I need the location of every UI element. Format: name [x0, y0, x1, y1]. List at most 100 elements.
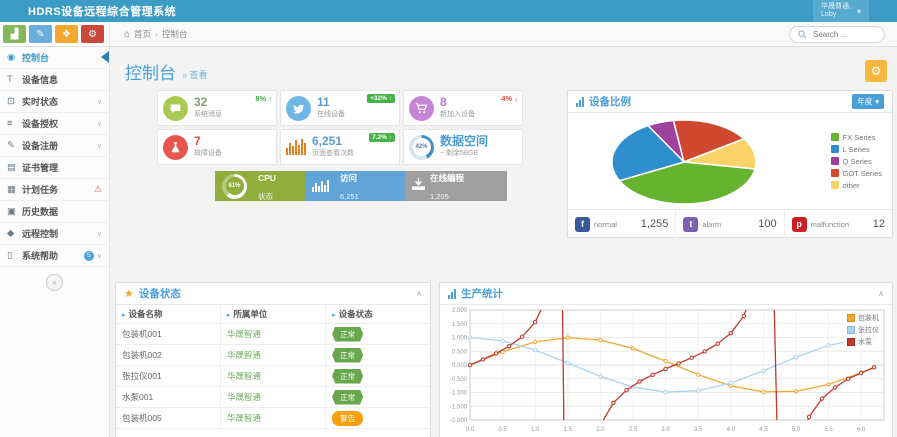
svg-text:0.5: 0.5: [498, 427, 507, 433]
svg-text:1.5: 1.5: [564, 427, 573, 433]
stat-card-new-devices[interactable]: 8 新加入设备 4% ↓: [403, 90, 523, 126]
stat-card-page-views[interactable]: 6,251 页面查看次数 7.2% ↑: [280, 129, 400, 165]
device-name: 包装机001: [116, 323, 221, 345]
bottom-section: ★ 设备状态 ∧ ▸ 设备名称 ▸ 所属单位 ▸ 设备状态 包装机001 华晟智通 正常 包装机…: [115, 282, 897, 437]
chevron-down-icon: ∨: [96, 252, 102, 260]
sidebar-item-历史数据[interactable]: ▣ 历史数据: [0, 201, 109, 223]
segment-value: 状态: [258, 192, 273, 201]
period-dropdown-button[interactable]: 年度 ▾: [852, 94, 884, 109]
pie-slice-FX Series[interactable]: [618, 161, 756, 205]
sidebar-item-远程控制[interactable]: ◆ 远程控制 ∨: [0, 223, 109, 245]
device-name: 水泵001: [116, 386, 221, 408]
pie-slice-GOT Series[interactable]: [672, 119, 746, 164]
sidebar-item-label: 实时状态: [22, 97, 59, 107]
pinterest-icon: p: [791, 216, 807, 232]
status-badge: 正常: [332, 326, 364, 342]
breadcrumb-current: 控制台: [161, 29, 188, 39]
sidebar-item-计划任务[interactable]: ▦ 计划任务 ⚠: [0, 179, 109, 201]
pie-slice-L Series[interactable]: [611, 124, 686, 182]
strip-segment-online-programming[interactable]: 在线编程 1,205: [405, 171, 507, 201]
sidebar-collapse-button[interactable]: «: [46, 274, 63, 291]
cogs-icon: ⚙: [88, 28, 97, 40]
stats-column: 32 系统消息 8% ↑ 11 在线设备 +32% ↑ 8 新加入设备 4% ↓ 7 故障设备 6,2…: [157, 90, 537, 238]
legend-label: 张拉仪: [858, 327, 879, 334]
sidebar-item-系统帮助[interactable]: ▯ 系统帮助 5 ∨: [0, 245, 109, 267]
list-icon: ≡: [7, 118, 13, 129]
settings-button[interactable]: ⚙: [865, 60, 887, 82]
legend-item[interactable]: 包装机: [847, 313, 879, 323]
pencil-icon: ✎: [36, 28, 45, 40]
quickbar-chart-area-button[interactable]: ▟: [3, 25, 26, 43]
device-ratio-header: 设备比例 年度 ▾: [568, 91, 892, 113]
top-bar: HDRS设备远程综合管理系统 华晟普通, Loby ▾: [0, 0, 897, 22]
legend-item: L Series: [830, 144, 882, 154]
quickbar-cogs-button[interactable]: ⚙: [81, 25, 104, 43]
sidebar-item-设备注册[interactable]: ✎ 设备注册 ∨: [0, 135, 109, 157]
legend-item[interactable]: 张拉仪: [847, 325, 879, 335]
twitter-icon: t: [683, 216, 699, 232]
sidebar-item-控制台[interactable]: ◉ 控制台: [0, 47, 109, 69]
sidebar-item-设备授权[interactable]: ≡ 设备授权 ∨: [0, 113, 109, 135]
stat-value: 11: [317, 94, 330, 109]
stat-card-fault-devices[interactable]: 7 故障设备: [157, 129, 277, 165]
sidebar-item-设备信息[interactable]: T 设备信息: [0, 69, 109, 91]
dashboard-icon: ◉: [7, 52, 16, 63]
device-status-panel: ★ 设备状态 ∧ ▸ 设备名称 ▸ 所属单位 ▸ 设备状态 包装机001 华晟智通 正常 包装机…: [115, 282, 431, 437]
legend-label: L Series: [842, 144, 870, 154]
device-status-header: ★ 设备状态 ∧: [116, 283, 430, 305]
stat-card-system-messages[interactable]: 32 系统消息 8% ↑: [157, 90, 277, 126]
flask-icon: [163, 134, 188, 160]
sidebar-item-label: 控制台: [22, 53, 50, 63]
stat-label: 新加入设备: [440, 110, 475, 118]
stat-value: 数据空间: [440, 133, 489, 148]
breadcrumb: ⌂ 首页 › 控制台: [124, 28, 187, 40]
svg-text:2.000: 2.000: [452, 308, 468, 314]
collapse-panel-button[interactable]: ∧: [416, 289, 422, 298]
breadcrumb-home[interactable]: 首页: [134, 29, 152, 39]
column-header-设备状态[interactable]: ▸ 设备状态: [325, 305, 430, 324]
stat-card-online-devices[interactable]: 11 在线设备 +32% ↑: [280, 90, 400, 126]
quickbar-bug-button[interactable]: ❖: [55, 25, 78, 43]
svg-text:2.5: 2.5: [629, 427, 638, 433]
device-status-title: 设备状态: [138, 288, 181, 300]
legend-item: GOT Series: [830, 169, 882, 178]
stat-value: 8: [440, 94, 447, 109]
segment-title: 访问: [340, 173, 358, 183]
footer-value: 12: [872, 218, 885, 230]
stat-label: 页面查看次数: [312, 149, 354, 157]
series-line-包装机: [470, 336, 875, 393]
table-row[interactable]: 包装机002 华晟智通 正常: [116, 344, 430, 366]
gear-icon: ⚙: [870, 64, 882, 78]
collapse-panel-button[interactable]: ∧: [878, 289, 884, 298]
search-input[interactable]: [811, 28, 875, 40]
svg-text:-0.500: -0.500: [450, 377, 468, 383]
monitor-icon: ⊡: [7, 96, 15, 107]
home-icon[interactable]: ⌂: [124, 28, 131, 40]
column-header-所属单位[interactable]: ▸ 所属单位: [219, 305, 326, 324]
table-row[interactable]: 水泵001 华晟智通 正常: [116, 386, 430, 408]
user-menu[interactable]: 华晟普通, Loby ▾: [813, 0, 869, 22]
sidebar-item-实时状态[interactable]: ⊡ 实时状态 ∨: [0, 91, 109, 113]
quickbar-pencil-button[interactable]: ✎: [29, 25, 52, 43]
image-icon: ▣: [7, 206, 16, 217]
segment-value: 1,205: [430, 192, 449, 201]
device-org: 华晟智通: [219, 386, 326, 408]
table-row[interactable]: 包装机005 华晟智通 警告: [116, 407, 430, 429]
production-line-chart: 0.0 0.5 1.0 1.5 2.0 2.5 3.0 3.5 4.0 4.5 5.0 5.5 6.0 2…: [450, 308, 885, 433]
device-ratio-title: 设备比例: [589, 96, 631, 108]
table-row[interactable]: 包装机001 华晟智通 正常: [116, 323, 430, 345]
stat-card-data-space[interactable]: 42% 数据空间 ~ 剩余58GB: [403, 129, 523, 165]
column-header-设备名称[interactable]: ▸ 设备名称: [116, 305, 221, 324]
status-badge: 警告: [332, 410, 364, 426]
strip-segment-cpu-status[interactable]: 61% CPU 状态: [215, 171, 305, 201]
status-badge: 正常: [332, 389, 364, 405]
search-box[interactable]: [789, 25, 885, 43]
legend-item[interactable]: 水泵: [847, 337, 879, 347]
chart-icon: [576, 96, 584, 107]
stat-value: 7: [194, 133, 201, 148]
table-row[interactable]: 张拉仪001 华晟智通 正常: [116, 365, 430, 387]
strip-segment-visits[interactable]: 访问 6,251: [305, 171, 405, 201]
stat-cards: 32 系统消息 8% ↑ 11 在线设备 +32% ↑ 8 新加入设备 4% ↓ 7 故障设备 6,2…: [157, 90, 537, 165]
sidebar-item-证书管理[interactable]: ▤ 证书管理: [0, 157, 109, 179]
